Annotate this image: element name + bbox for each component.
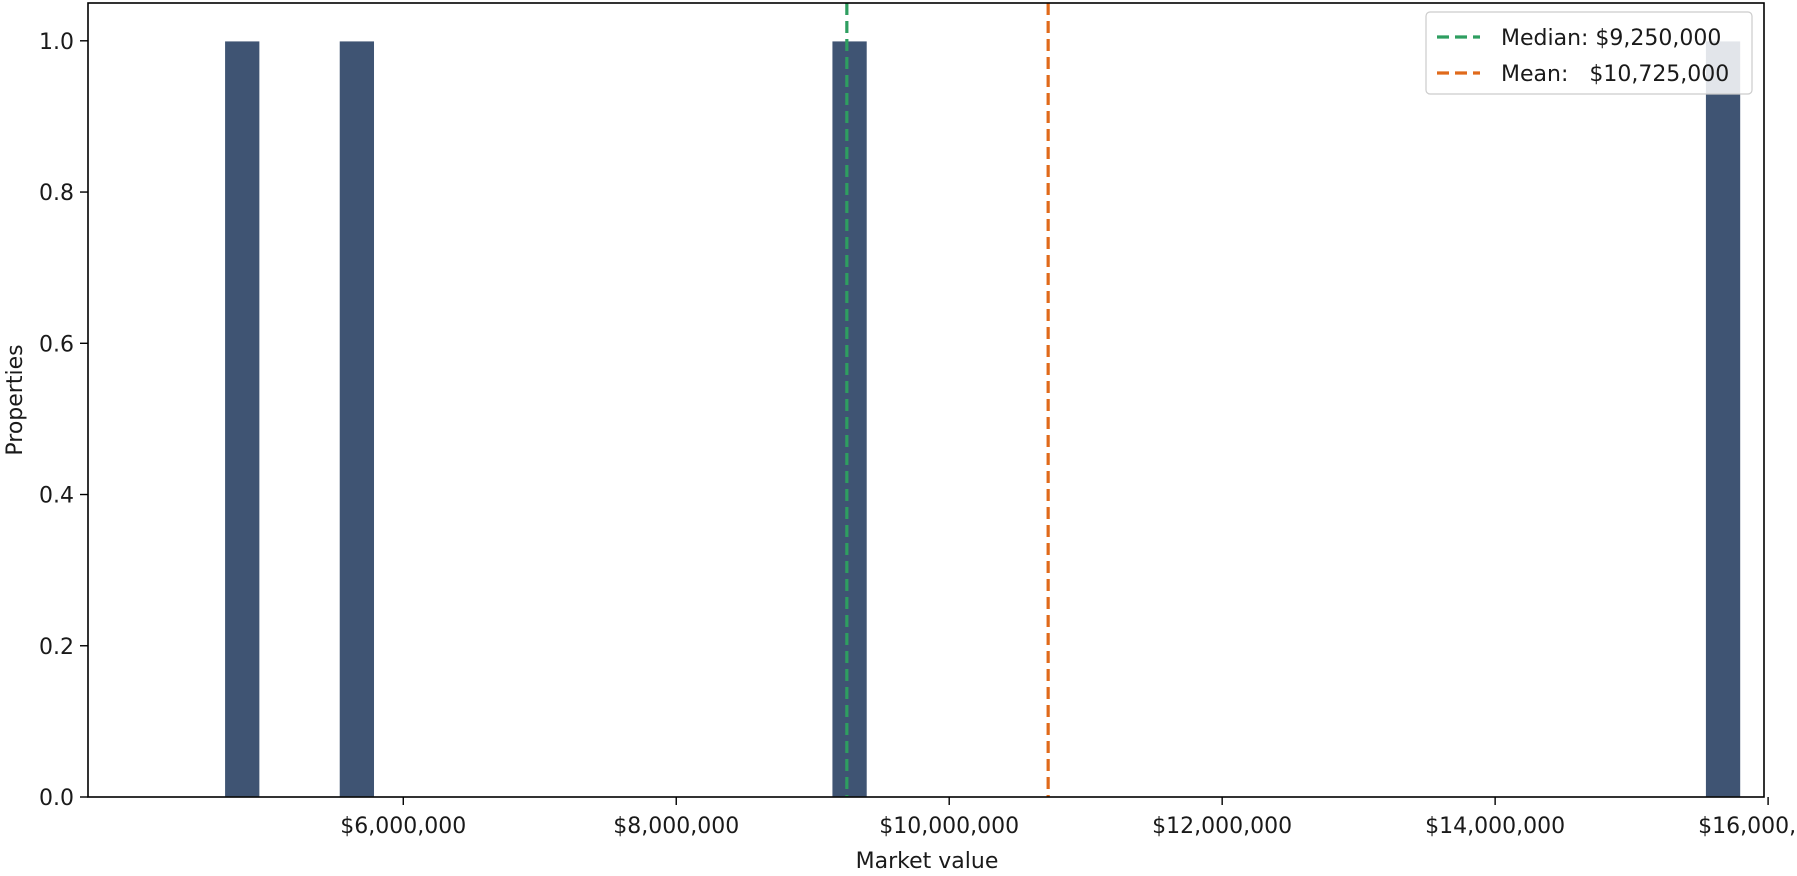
y-tick-label: 0.4 [39, 484, 74, 509]
x-tick-label: $8,000,000 [613, 814, 739, 839]
legend-mean-label: Mean: $10,725,000 [1501, 62, 1729, 87]
x-tick-label: $6,000,000 [340, 814, 466, 839]
x-tick-label: $16,000,000 [1698, 814, 1797, 839]
histogram-bar [338, 40, 376, 798]
legend: Median: $9,250,000 Mean: $10,725,000 [1425, 11, 1753, 95]
y-tick-label: 0.0 [39, 786, 74, 811]
y-tick-label: 0.2 [39, 635, 74, 660]
x-tick-label: $14,000,000 [1425, 814, 1565, 839]
legend-box [1425, 11, 1753, 95]
y-tick-label: 1.0 [39, 30, 74, 55]
bars-layer [223, 40, 1742, 798]
x-axis-label: Market value [856, 849, 999, 872]
histogram-bar [1704, 40, 1742, 798]
histogram-bar [831, 40, 868, 798]
y-axis-ticks: 0.0 0.2 0.4 0.6 0.8 1.0 [39, 30, 88, 811]
reference-lines-layer [845, 3, 1050, 797]
x-tick-label: $10,000,000 [879, 814, 1019, 839]
y-tick-label: 0.6 [39, 332, 74, 357]
x-tick-label: $12,000,000 [1152, 814, 1292, 839]
y-axis-label: Properties [3, 344, 28, 455]
histogram-bar [223, 40, 261, 798]
plot-frame [87, 2, 1765, 798]
x-axis-ticks: $6,000,000 $8,000,000 $10,000,000 $12,000,0… [340, 797, 1797, 839]
y-tick-label: 0.8 [39, 181, 74, 206]
legend-median-label: Median: $9,250,000 [1501, 26, 1721, 51]
